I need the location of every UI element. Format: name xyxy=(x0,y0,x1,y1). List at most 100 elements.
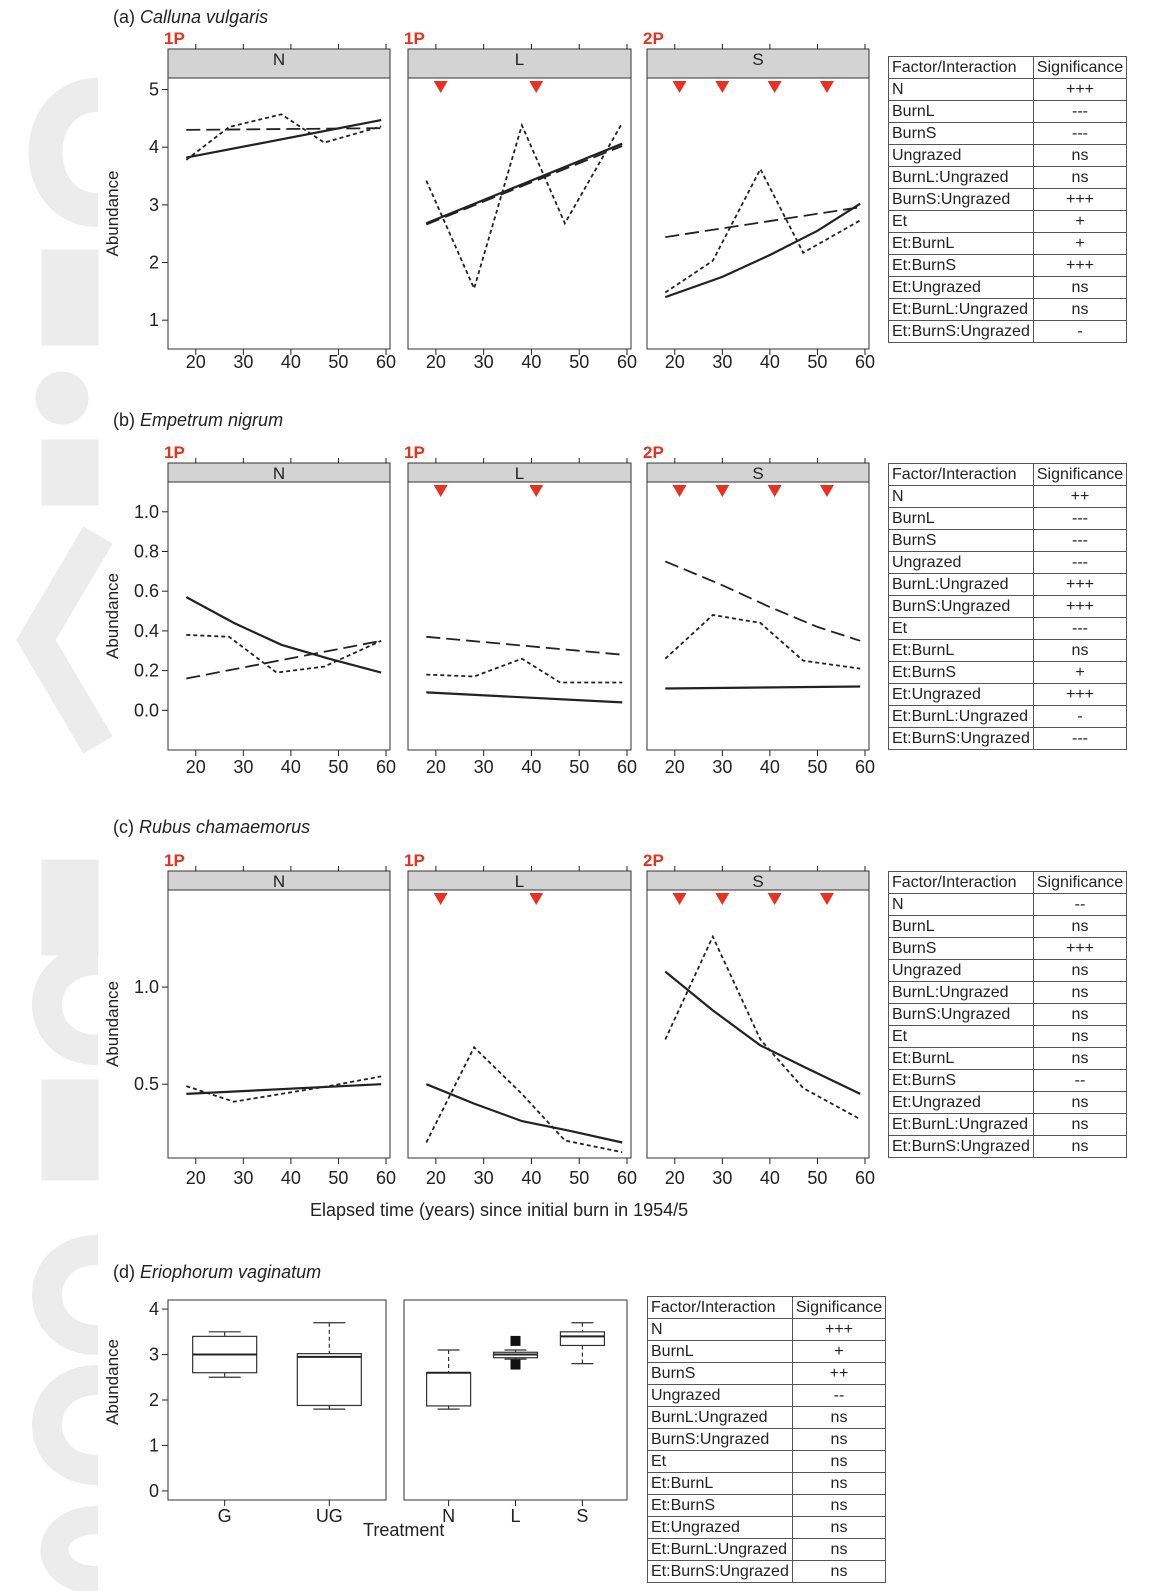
significance-table-a: Factor/Interaction Significance N +++ Burn… xyxy=(888,56,1128,343)
panel-code: 1P xyxy=(404,851,425,870)
table-row: BurnS:Ungrazed +++ xyxy=(888,188,1128,211)
y-tick-label: 3 xyxy=(149,195,159,215)
y-axis-title: Abundance xyxy=(103,1339,122,1425)
panel-strip xyxy=(407,48,632,79)
factor-cell: BurnL xyxy=(647,1340,793,1363)
sig-cell: + xyxy=(791,1340,887,1363)
panel-code: 1P xyxy=(404,29,425,48)
factor-cell: BurnL:Ungrazed xyxy=(888,573,1034,596)
table-row: Et:BurnS:Ungrazed ns xyxy=(888,1135,1128,1158)
burn-marker xyxy=(672,893,687,905)
table-row: Et:Ungrazed ns xyxy=(888,276,1128,299)
series-line-solid xyxy=(664,970,861,1095)
table-row: Et:BurnL:Ungrazed ns xyxy=(647,1538,887,1561)
x-tick-label: 20 xyxy=(426,352,446,372)
header-significance: Significance xyxy=(1032,463,1128,486)
section-d-title: (d) Eriophorum vaginatum xyxy=(113,1262,322,1282)
header-significance: Significance xyxy=(791,1296,887,1319)
factor-cell: Ungrazed xyxy=(888,144,1034,167)
x-tick-label: 30 xyxy=(474,352,494,372)
panel-code: 2P xyxy=(643,851,664,870)
sig-cell: ns xyxy=(1032,1025,1128,1048)
box-iqr xyxy=(426,1372,472,1407)
sig-cell: + xyxy=(1032,661,1128,684)
factor-cell: BurnL xyxy=(888,100,1034,123)
burn-marker xyxy=(672,81,687,93)
panel-frame xyxy=(646,889,870,1159)
sig-cell: ns xyxy=(1032,959,1128,982)
series-line-dotted xyxy=(664,934,861,1120)
factor-cell: Et:BurnS:Ungrazed xyxy=(888,727,1034,750)
factor-cell: Et:BurnL:Ungrazed xyxy=(888,298,1034,321)
burn-marker xyxy=(715,485,730,497)
outlier-point xyxy=(510,1335,521,1346)
factor-cell: Et:BurnL:Ungrazed xyxy=(888,705,1034,728)
x-tick-label: 60 xyxy=(617,757,637,777)
x-tick-label: 50 xyxy=(569,352,589,372)
panel-code: 1P xyxy=(164,443,185,462)
series-line-solid xyxy=(425,1083,623,1144)
sig-cell: +++ xyxy=(1032,254,1128,277)
sig-cell: ns xyxy=(1032,1135,1128,1158)
x-tick-label: 50 xyxy=(807,757,827,777)
factor-cell: N xyxy=(888,78,1034,101)
table-row: BurnS --- xyxy=(888,122,1128,145)
strip-label: N xyxy=(273,464,285,483)
table-header-row: Factor/Interaction Significance xyxy=(888,463,1128,486)
sig-cell: + xyxy=(1032,232,1128,255)
x-tick-label: 40 xyxy=(521,1168,541,1188)
sig-cell: +++ xyxy=(1032,595,1128,618)
burn-marker xyxy=(767,893,782,905)
table-row: Et:BurnL:Ungrazed ns xyxy=(888,298,1128,321)
factor-cell: N xyxy=(888,485,1034,508)
y-tick-label: 0 xyxy=(149,1481,159,1501)
x-tick-label: 50 xyxy=(328,1168,348,1188)
x-tick-label: 40 xyxy=(281,757,301,777)
x-tick-label: 60 xyxy=(617,352,637,372)
sig-cell: ns xyxy=(1032,298,1128,321)
x-tick-label: 30 xyxy=(474,757,494,777)
y-tick-label: 2 xyxy=(149,253,159,273)
factor-cell: Et:BurnL xyxy=(888,1047,1034,1070)
table-row: N +++ xyxy=(647,1318,887,1341)
y-axis-title: Abundance xyxy=(103,981,122,1067)
sig-cell: ns xyxy=(791,1538,887,1561)
x-tick-label: 40 xyxy=(281,352,301,372)
factor-cell: N xyxy=(647,1318,793,1341)
factor-cell: BurnS:Ungrazed xyxy=(647,1428,793,1451)
factor-cell: BurnS xyxy=(888,122,1034,145)
series-line-dotted xyxy=(185,113,382,161)
table-row: Et:BurnS:Ungrazed ns xyxy=(647,1560,887,1583)
y-tick-label: 1 xyxy=(149,310,159,330)
x-tick-label: 60 xyxy=(855,352,875,372)
panel-code: 2P xyxy=(643,29,664,48)
table-row: Et:BurnS -- xyxy=(888,1069,1128,1092)
sig-cell: +++ xyxy=(1032,188,1128,211)
factor-cell: Et:BurnL xyxy=(888,232,1034,255)
table-row: BurnL:Ungrazed +++ xyxy=(888,573,1128,596)
x-tick-label: 30 xyxy=(233,757,253,777)
strip-label: N xyxy=(273,872,285,891)
x-tick-label: 40 xyxy=(760,757,780,777)
header-factor: Factor/Interaction xyxy=(647,1296,793,1319)
category-label: L xyxy=(510,1506,520,1526)
panel-strip xyxy=(167,48,391,79)
series-line-longdash xyxy=(665,206,861,238)
series-line-dotted xyxy=(426,657,623,684)
y-tick-label: 0.4 xyxy=(134,621,159,641)
x-tick-label: 60 xyxy=(855,1168,875,1188)
table-row: N +++ xyxy=(888,78,1128,101)
series-line-longdash xyxy=(664,560,861,642)
y-tick-label: 2 xyxy=(149,1390,159,1410)
y-tick-label: 3 xyxy=(149,1345,159,1365)
series-line-dotted xyxy=(186,634,382,674)
factor-cell: BurnL:Ungrazed xyxy=(647,1406,793,1429)
factor-cell: Et:Ungrazed xyxy=(888,276,1034,299)
sig-cell: ns xyxy=(1032,1091,1128,1114)
header-significance: Significance xyxy=(1032,56,1128,79)
factor-cell: Et:Ungrazed xyxy=(888,683,1034,706)
sig-cell: --- xyxy=(1032,529,1128,552)
sig-cell: ns xyxy=(1032,1113,1128,1136)
table-row: BurnS:Ungrazed +++ xyxy=(888,595,1128,618)
outlier-point xyxy=(510,1359,521,1370)
